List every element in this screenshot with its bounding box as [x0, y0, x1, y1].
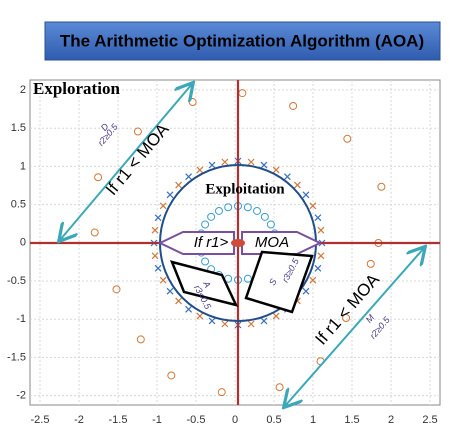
outer-point [136, 335, 145, 344]
left-arrow-label: If r1> [194, 234, 229, 251]
outer-point [377, 182, 386, 191]
cross-point [260, 317, 268, 325]
ticks: -2.5 -2 -1.5 -1 -0.5 0 0.5 1 1.5 2 2.5 2 1.5 1 0.5 0 -0.… [7, 84, 438, 426]
x-tick-label: 1 [310, 414, 316, 426]
y-tick-label: 2 [20, 84, 26, 96]
cross-point [247, 158, 255, 166]
cross-point [260, 161, 268, 169]
cross-point [272, 166, 280, 174]
right-arrow-label: MOA [255, 234, 289, 251]
cross-point [185, 305, 193, 313]
x-tick-label: 0.5 [266, 414, 281, 426]
cross-point [293, 181, 301, 189]
y-tick-label: 1 [20, 160, 26, 172]
center [231, 239, 245, 247]
inner-point [253, 206, 261, 215]
outer-point [289, 101, 298, 110]
cross-point [317, 226, 325, 234]
lower-arrow [285, 248, 424, 406]
inner-point [243, 203, 252, 212]
cross-point [221, 158, 229, 166]
s-label: S [267, 277, 279, 287]
cross-point [309, 202, 317, 210]
x-tick-label: -1.5 [109, 414, 128, 426]
inner-point [243, 274, 252, 283]
cross-point [314, 214, 322, 222]
inner-point [201, 257, 210, 266]
cross-point [159, 276, 167, 284]
outer-point [167, 371, 176, 380]
cross-point [175, 297, 183, 305]
cross-point [302, 191, 310, 199]
y-tick-label: -1.5 [7, 351, 26, 363]
inner-point [260, 212, 269, 221]
exploitation-label: Exploitation [205, 181, 285, 197]
cross-point [221, 320, 229, 328]
a-box [169, 260, 239, 307]
s-box [244, 250, 314, 314]
cross-point [196, 166, 204, 174]
inner-point [224, 203, 233, 212]
x-tick-label: 2 [388, 414, 394, 426]
x-tick-label: 0 [232, 414, 238, 426]
outer-point [343, 134, 352, 143]
cross-point [208, 161, 216, 169]
cross-point [151, 252, 159, 260]
x-tick-label: -1 [152, 414, 162, 426]
cross-point [208, 317, 216, 325]
y-tick-label: 0.5 [11, 199, 26, 211]
cross-point [166, 287, 174, 295]
x-tick-label: 1.5 [344, 414, 359, 426]
x-tick-label: -2.5 [31, 414, 50, 426]
upper-arrow [60, 84, 192, 240]
cross-point [283, 173, 291, 181]
inner-point [207, 212, 216, 221]
d-label: D [99, 121, 111, 133]
x-tick-label: -2 [74, 414, 84, 426]
exploration-label: Exploration [33, 79, 120, 98]
title-box [44, 21, 441, 61]
x-tick-label: 2.5 [422, 414, 437, 426]
inner-point [201, 220, 210, 229]
y-tick-label: 0 [20, 237, 26, 249]
a-label: A [201, 278, 213, 289]
cross-point [154, 264, 162, 272]
y-tick-label: -1 [16, 313, 26, 325]
y-tick-label: -0.5 [7, 275, 26, 287]
inner-point [215, 206, 223, 215]
outer-point [112, 285, 121, 294]
y-tick-label: 1.5 [11, 122, 26, 134]
x-tick-label: -0.5 [187, 414, 206, 426]
cross-point [196, 312, 204, 320]
title: The Arithmetic Optimization Algorithm (A… [60, 31, 424, 50]
inner-point [266, 220, 275, 229]
cross-point [247, 320, 255, 328]
outer-point [217, 388, 226, 397]
cross-point [272, 312, 280, 320]
y-tick-label: -2 [16, 390, 26, 402]
